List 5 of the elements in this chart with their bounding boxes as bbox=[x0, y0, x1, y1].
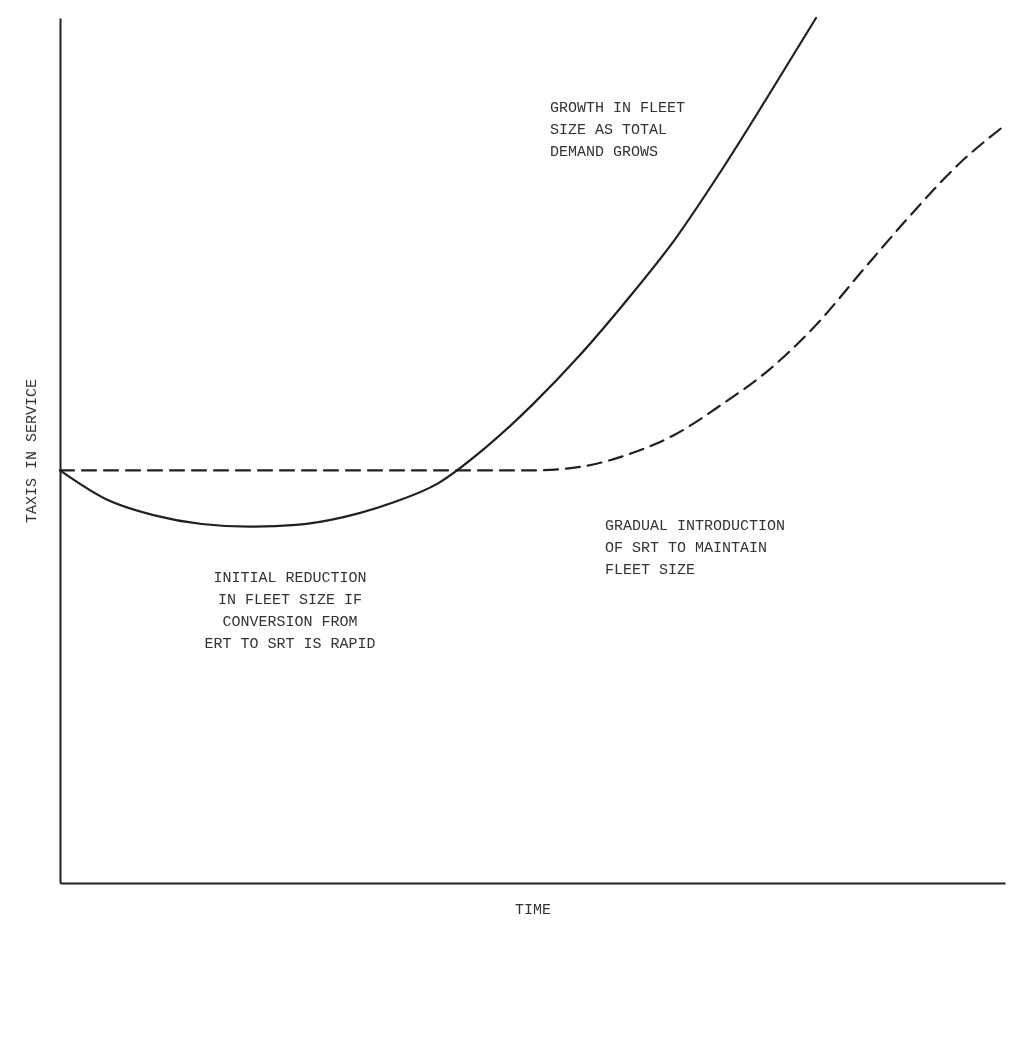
y-axis-title: TAXIS IN SERVICE bbox=[23, 378, 41, 524]
x-axis-title: TIME bbox=[514, 901, 552, 919]
annotation: INITIAL REDUCTION IN FLEET SIZE IF CONVERSION FROM ERT TO SRT IS RAPID bbox=[204, 570, 376, 653]
annotation: GROWTH IN FLEET SIZE AS TOTAL DEMAND GROWS bbox=[550, 100, 686, 161]
annotation: GRADUAL INTRODUCTION OF SRT TO MAINTAIN FLEET SIZE bbox=[605, 518, 786, 579]
